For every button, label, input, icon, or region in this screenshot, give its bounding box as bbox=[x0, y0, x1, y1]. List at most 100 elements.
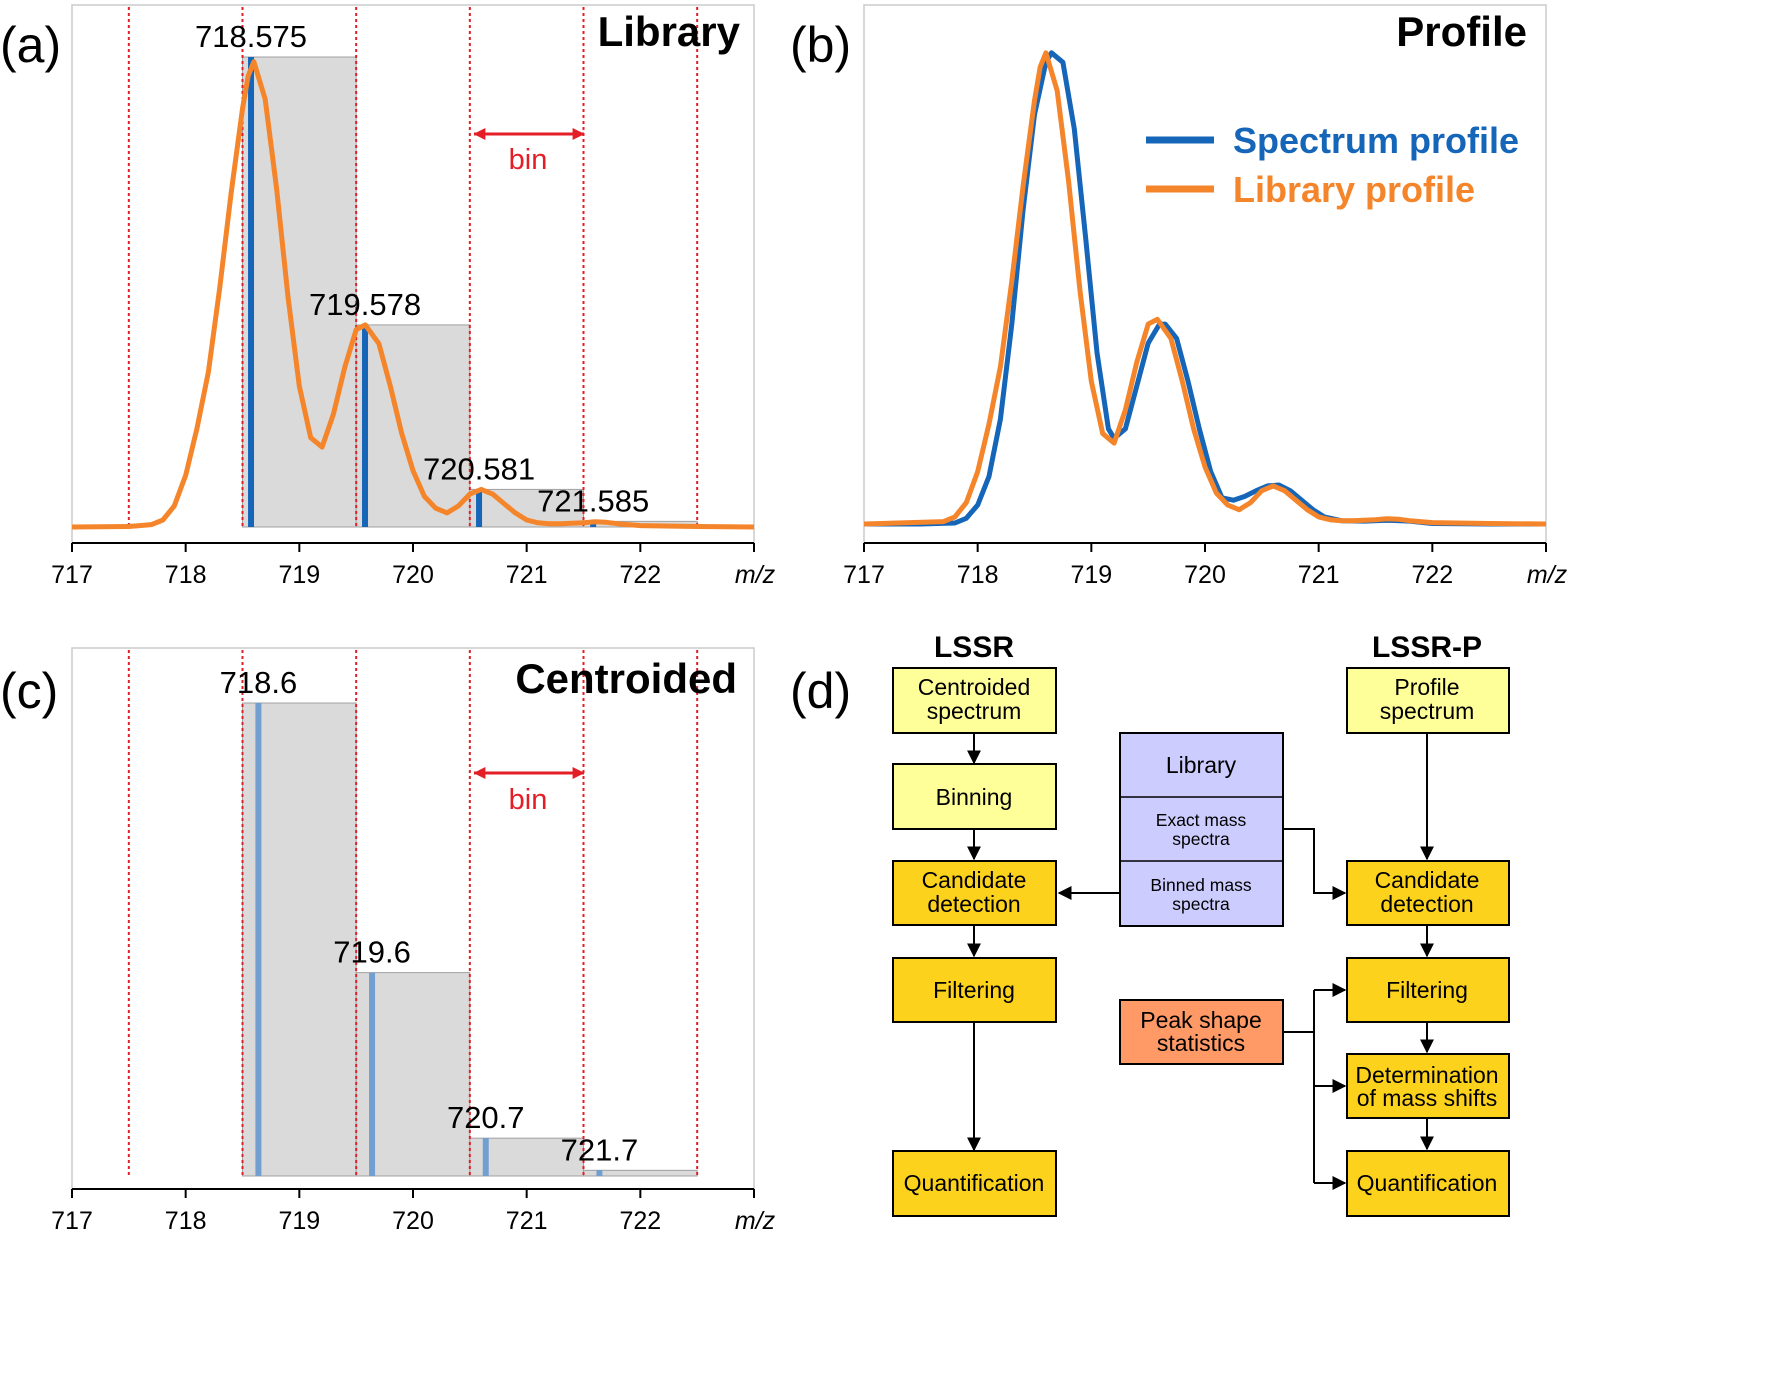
x-axis: 717 718 719 720 721 722 m/z bbox=[843, 542, 1568, 589]
x-tick-label: 720 bbox=[1184, 561, 1226, 589]
legend: Spectrum profile Library profile bbox=[1146, 120, 1519, 210]
legend-label-library: Library profile bbox=[1233, 169, 1475, 210]
bin-rectangles bbox=[242, 702, 698, 1177]
peak-label: 718.575 bbox=[195, 19, 307, 54]
library-profile-line bbox=[71, 59, 755, 530]
x-tick-label: 717 bbox=[51, 1207, 93, 1235]
peak-label: 719.6 bbox=[333, 935, 411, 970]
x-tick-label: 719 bbox=[278, 561, 320, 589]
box-label-line: Candidate bbox=[922, 867, 1027, 893]
panel-letter-a: (a) bbox=[0, 17, 61, 73]
box-label-line: Quantification bbox=[904, 1170, 1045, 1196]
box-quantification-lssr-p: Quantification bbox=[1346, 1150, 1510, 1217]
library-exact-mass-spectra: Exact mass bbox=[1156, 810, 1247, 830]
x-tick-label: 719 bbox=[278, 1207, 320, 1235]
x-axis-unit-label: m/z bbox=[1527, 561, 1568, 589]
panel-letter-c: (c) bbox=[0, 663, 58, 719]
peak-label: 718.6 bbox=[220, 665, 298, 700]
bin-bar bbox=[355, 324, 471, 528]
x-axis-unit-label: m/z bbox=[735, 561, 776, 589]
box-label-line: spectrum bbox=[927, 698, 1022, 724]
box-label-line: Profile bbox=[1394, 674, 1459, 700]
box-label-line: Quantification bbox=[1357, 1170, 1498, 1196]
panel-letter-d: (d) bbox=[790, 663, 851, 719]
box-label-line: Filtering bbox=[933, 977, 1015, 1003]
box-label-line: Candidate bbox=[1375, 867, 1480, 893]
bin-bar bbox=[242, 702, 357, 1177]
x-tick-label: 722 bbox=[619, 1207, 661, 1235]
lssr-p-heading: LSSR-P bbox=[1372, 631, 1482, 664]
box-peak-shape-statistics: Peak shape statistics bbox=[1119, 999, 1284, 1065]
box-label-line: Binning bbox=[936, 784, 1013, 810]
peak-label: 720.581 bbox=[423, 451, 535, 486]
x-tick-label: 718 bbox=[165, 561, 207, 589]
box-label-line: Centroided bbox=[918, 674, 1031, 700]
x-tick-label: 718 bbox=[957, 561, 999, 589]
box-library: Library Exact mass spectra Binned mass s… bbox=[1119, 732, 1284, 927]
bin-bar bbox=[355, 972, 471, 1177]
box-profile-spectrum: Profile spectrum bbox=[1346, 667, 1510, 734]
lssr-heading: LSSR bbox=[934, 631, 1014, 664]
x-axis: 717 718 719 720 721 722 m/z bbox=[51, 1188, 776, 1235]
x-tick-label: 720 bbox=[392, 561, 434, 589]
box-label-line: detection bbox=[927, 891, 1020, 917]
bin-rectangles bbox=[242, 56, 698, 528]
box-label-line: Filtering bbox=[1386, 977, 1468, 1003]
box-filtering-lssr-p: Filtering bbox=[1346, 957, 1510, 1023]
spectrum-sticks bbox=[248, 57, 597, 527]
bin-boundary-lines bbox=[127, 650, 699, 1176]
bin-label: bin bbox=[509, 784, 548, 816]
x-tick-label: 721 bbox=[506, 561, 548, 589]
arrow-library-to-candidate-lssrp bbox=[1283, 828, 1347, 900]
x-axis-unit-label: m/z bbox=[735, 1207, 776, 1235]
peak-label: 721.7 bbox=[561, 1132, 639, 1167]
x-tick-label: 717 bbox=[51, 561, 93, 589]
box-centroided-spectrum: Centroided spectrum bbox=[892, 667, 1057, 734]
bin-boundary-lines bbox=[127, 7, 699, 527]
bin-label: bin bbox=[509, 144, 548, 176]
x-tick-label: 717 bbox=[843, 561, 885, 589]
box-binning: Binning bbox=[892, 763, 1057, 830]
x-tick-label: 719 bbox=[1070, 561, 1112, 589]
profile-series bbox=[863, 50, 1547, 527]
peak-label: 720.7 bbox=[447, 1100, 525, 1135]
centroid-sticks bbox=[255, 703, 603, 1176]
library-profile-series bbox=[71, 59, 755, 530]
box-quantification-lssr: Quantification bbox=[892, 1150, 1057, 1217]
panel-title-profile: Profile bbox=[1396, 8, 1527, 55]
box-label-line: of mass shifts bbox=[1357, 1085, 1498, 1111]
panel-title-library: Library bbox=[598, 8, 741, 55]
bin-bar bbox=[469, 1137, 585, 1177]
peak-label: 719.578 bbox=[309, 287, 421, 322]
x-tick-label: 720 bbox=[392, 1207, 434, 1235]
box-label-line: detection bbox=[1380, 891, 1473, 917]
x-axis: 717 718 719 720 721 722 m/z bbox=[51, 542, 776, 589]
x-tick-label: 722 bbox=[619, 561, 661, 589]
box-label-line: Peak shape bbox=[1140, 1007, 1261, 1033]
library-title: Library bbox=[1166, 752, 1237, 778]
x-tick-label: 721 bbox=[506, 1207, 548, 1235]
library-binned-mass-spectra: Binned mass bbox=[1150, 875, 1251, 895]
box-candidate-detection-lssr: Candidate detection bbox=[892, 860, 1057, 926]
library-exact-mass-spectra: spectra bbox=[1172, 829, 1230, 849]
library-binned-mass-spectra: spectra bbox=[1172, 894, 1230, 914]
x-tick-label: 722 bbox=[1411, 561, 1453, 589]
box-candidate-detection-lssr-p: Candidate detection bbox=[1346, 860, 1510, 926]
box-label-line: spectrum bbox=[1380, 698, 1475, 724]
peak-label: 721.585 bbox=[537, 483, 649, 518]
x-tick-label: 718 bbox=[165, 1207, 207, 1235]
panel-title-centroided: Centroided bbox=[515, 655, 737, 702]
bin-bar bbox=[242, 56, 357, 528]
legend-label-spectrum: Spectrum profile bbox=[1233, 120, 1519, 161]
flow-connectors bbox=[967, 734, 1434, 1190]
library-profile-line bbox=[863, 50, 1547, 527]
panel-b-profile-chart: 717 718 719 720 721 722 m/z Spectrum profile L… bbox=[790, 4, 1568, 589]
peak-labels: 718.6 719.6 720.7 721.7 bbox=[220, 665, 639, 1167]
x-tick-label: 721 bbox=[1298, 561, 1340, 589]
box-determination-of-mass-shifts: Determination of mass shifts bbox=[1346, 1053, 1510, 1119]
panel-d-flowchart: (d) LSSR LSSR-P Centroided spectrum bbox=[790, 631, 1510, 1217]
box-label-line: statistics bbox=[1157, 1030, 1245, 1056]
